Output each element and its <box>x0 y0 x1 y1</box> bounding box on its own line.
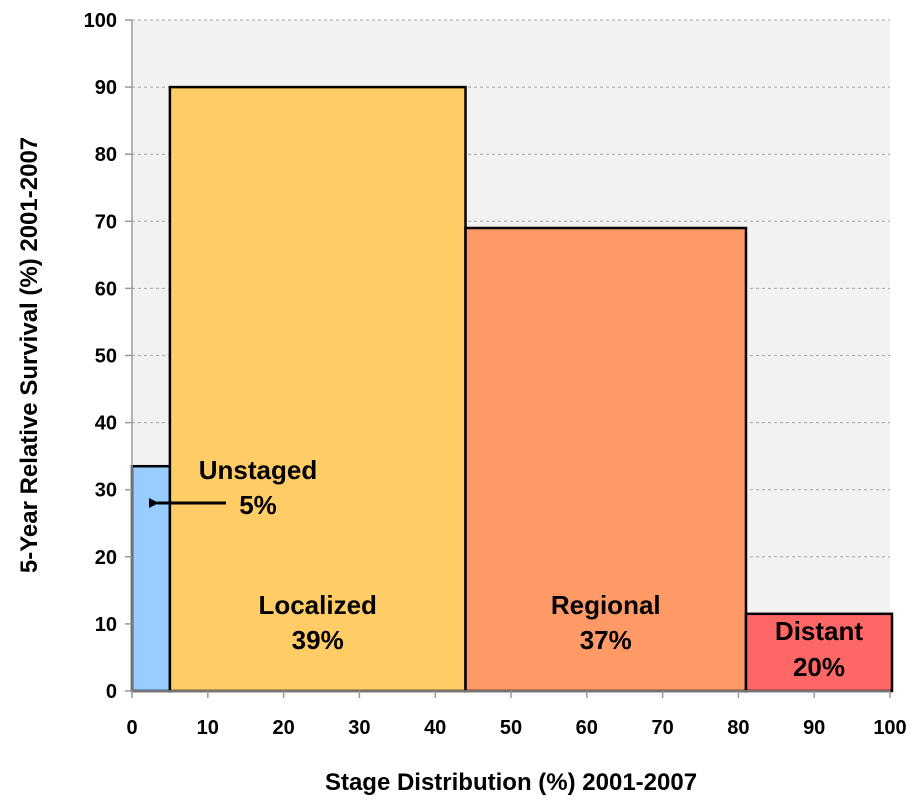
x-tick-label: 70 <box>651 717 673 739</box>
x-tick-label: 90 <box>803 717 825 739</box>
y-tick-label: 10 <box>95 614 117 636</box>
y-tick-label: 80 <box>95 144 117 166</box>
x-tick-label: 50 <box>500 717 522 739</box>
y-tick-label: 20 <box>95 547 117 569</box>
bar-percent-label: 5% <box>239 490 277 520</box>
bar-category-label: Distant <box>775 616 863 646</box>
x-tick-label: 80 <box>727 717 749 739</box>
y-tick-label: 60 <box>95 278 117 300</box>
bar-category-label: Unstaged <box>199 455 317 485</box>
bar-percent-label: 37% <box>580 625 632 655</box>
y-tick-label: 90 <box>95 77 117 99</box>
bar-percent-label: 39% <box>292 625 344 655</box>
x-tick-label: 0 <box>126 717 137 739</box>
y-tick-label: 100 <box>84 10 117 32</box>
bar-labels: Unstaged 5% Localized 39% Regional 37% Distant… <box>199 455 864 682</box>
x-tick-label: 100 <box>873 717 906 739</box>
bar-unstaged <box>130 464 172 693</box>
x-tick-label: 60 <box>576 717 598 739</box>
y-tick-label: 0 <box>106 681 117 703</box>
y-axis-title: 5-Year Relative Survival (%) 2001-2007 <box>16 137 43 573</box>
x-tick-label: 20 <box>272 717 294 739</box>
ticks: 0 10 20 30 40 50 60 70 80 90 100 0 10 20 30 40 50 60 70 80 9… <box>84 10 907 739</box>
y-tick-label: 70 <box>95 211 117 233</box>
y-tick-label: 40 <box>95 413 117 435</box>
bar-category-label: Localized <box>258 590 376 620</box>
bar-localized <box>168 85 467 693</box>
y-tick-label: 30 <box>95 480 117 502</box>
bar-category-label: Regional <box>551 590 661 620</box>
y-tick-label: 50 <box>95 346 117 368</box>
x-tick-label: 30 <box>348 717 370 739</box>
bar-percent-label: 20% <box>793 652 845 682</box>
x-axis-title: Stage Distribution (%) 2001-2007 <box>325 769 697 796</box>
x-tick-label: 40 <box>424 717 446 739</box>
x-tick-label: 10 <box>197 717 219 739</box>
bars <box>130 85 894 693</box>
bar-regional <box>464 226 748 693</box>
